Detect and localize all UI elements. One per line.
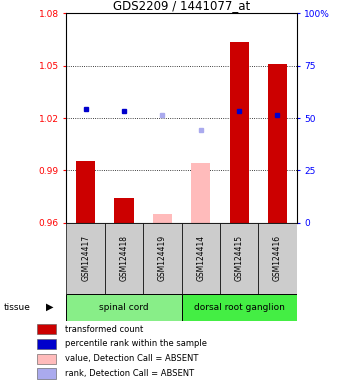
Text: GSM124419: GSM124419: [158, 235, 167, 281]
Bar: [153, 214, 172, 223]
Title: GDS2209 / 1441077_at: GDS2209 / 1441077_at: [113, 0, 250, 12]
Text: transformed count: transformed count: [65, 324, 143, 334]
Bar: [105, 223, 143, 294]
Bar: [191, 164, 210, 223]
Text: rank, Detection Call = ABSENT: rank, Detection Call = ABSENT: [65, 369, 194, 378]
Bar: [229, 42, 249, 223]
Bar: [268, 64, 287, 223]
Text: spinal cord: spinal cord: [99, 303, 149, 312]
Bar: [181, 294, 297, 321]
Bar: [37, 324, 56, 334]
Text: GSM124417: GSM124417: [81, 235, 90, 281]
Bar: [37, 354, 56, 364]
Text: percentile rank within the sample: percentile rank within the sample: [65, 339, 207, 349]
Text: GSM124416: GSM124416: [273, 235, 282, 281]
Bar: [143, 223, 181, 294]
Text: tissue: tissue: [3, 303, 30, 312]
Bar: [66, 294, 181, 321]
Bar: [66, 223, 105, 294]
Text: GSM124418: GSM124418: [120, 235, 129, 281]
Bar: [37, 368, 56, 379]
Bar: [220, 223, 258, 294]
Text: GSM124415: GSM124415: [235, 235, 243, 281]
Text: dorsal root ganglion: dorsal root ganglion: [194, 303, 284, 312]
Bar: [37, 339, 56, 349]
Text: GSM124414: GSM124414: [196, 235, 205, 281]
Bar: [181, 223, 220, 294]
Bar: [258, 223, 297, 294]
Text: value, Detection Call = ABSENT: value, Detection Call = ABSENT: [65, 354, 198, 363]
Bar: [76, 161, 95, 223]
Bar: [115, 198, 134, 223]
Text: ▶: ▶: [46, 302, 54, 312]
